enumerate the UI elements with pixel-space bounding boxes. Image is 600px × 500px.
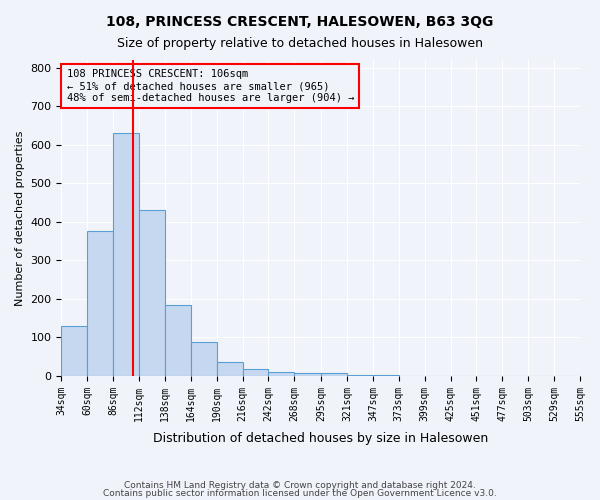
Bar (242, 369, 268, 376)
Bar (87, 232, 113, 376)
Bar (373, 375, 399, 376)
Text: Contains public sector information licensed under the Open Government Licence v3: Contains public sector information licen… (103, 488, 497, 498)
Bar (61, 326, 87, 376)
Text: Contains HM Land Registry data © Crown copyright and database right 2024.: Contains HM Land Registry data © Crown c… (124, 481, 476, 490)
Text: 108, PRINCESS CRESCENT, HALESOWEN, B63 3QG: 108, PRINCESS CRESCENT, HALESOWEN, B63 3… (106, 15, 494, 29)
Bar (113, 133, 139, 376)
Bar (321, 373, 347, 376)
Bar (217, 362, 242, 376)
Bar (295, 373, 321, 376)
Bar (268, 372, 295, 376)
Bar (347, 375, 373, 376)
Y-axis label: Number of detached properties: Number of detached properties (15, 130, 25, 306)
Bar (139, 210, 165, 376)
Text: 108 PRINCESS CRESCENT: 106sqm
← 51% of detached houses are smaller (965)
48% of : 108 PRINCESS CRESCENT: 106sqm ← 51% of d… (67, 70, 354, 102)
X-axis label: Distribution of detached houses by size in Halesowen: Distribution of detached houses by size … (153, 432, 488, 445)
Text: Size of property relative to detached houses in Halesowen: Size of property relative to detached ho… (117, 38, 483, 51)
Bar (191, 342, 217, 376)
Bar (165, 304, 191, 376)
